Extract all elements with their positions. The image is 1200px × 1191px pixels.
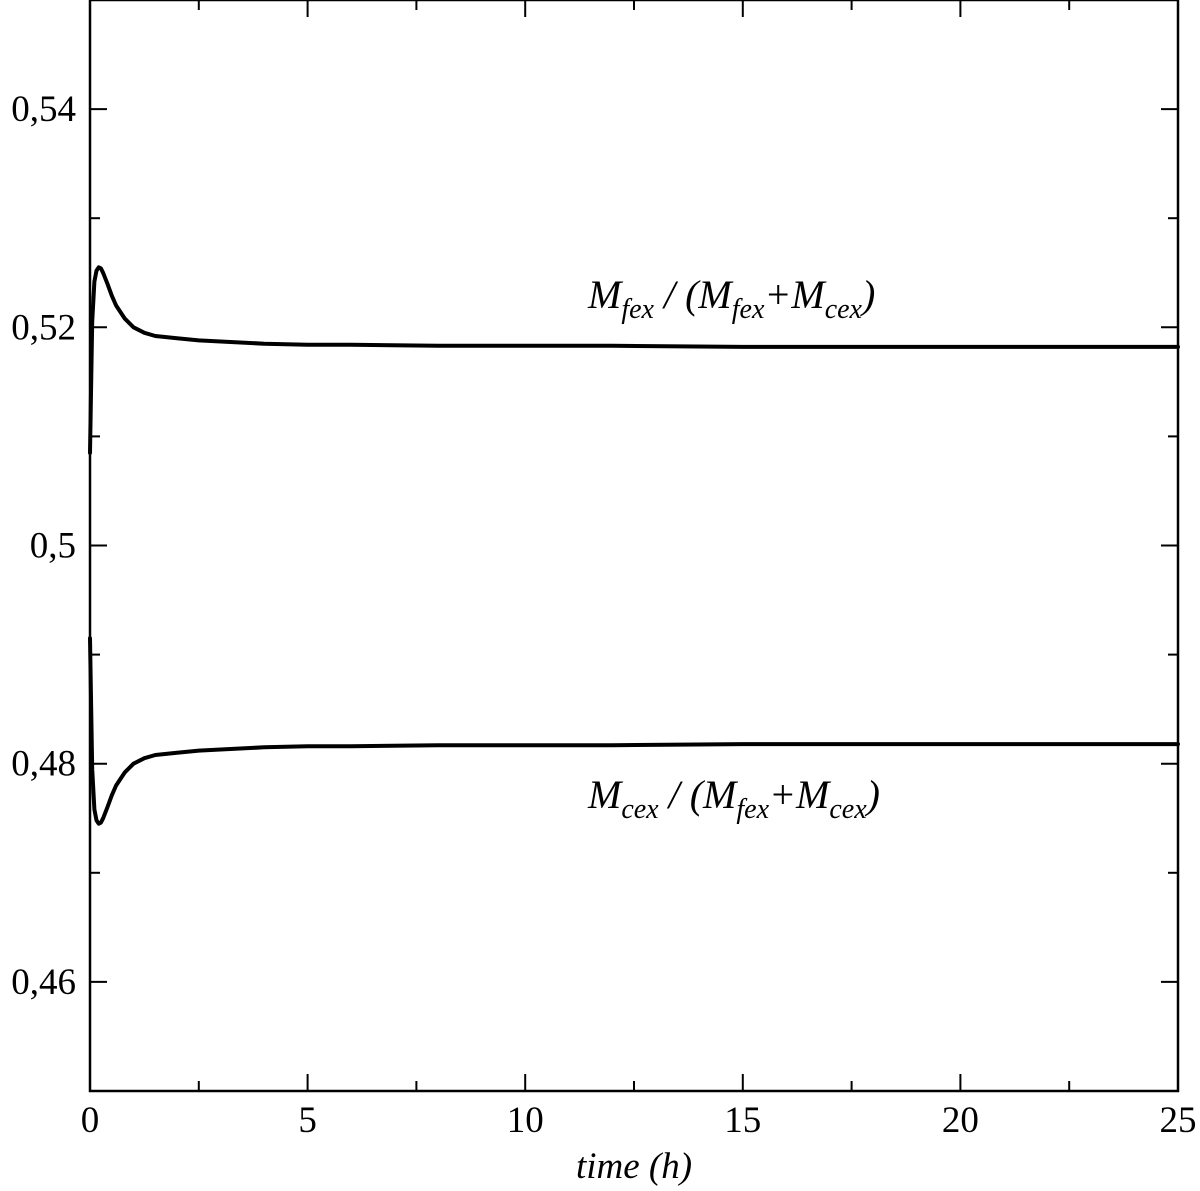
y-tick-label: 0,54	[11, 89, 76, 130]
series-line-2	[88, 636, 1180, 826]
axis-tick-labels: 0 5 10 15 20 25 0,46 0,48 0,5 0,52 0,54	[11, 89, 1196, 1141]
plot-frame	[88, 0, 1180, 1093]
x-tick-label: 5	[298, 1100, 317, 1141]
y-tick-label: 0,48	[11, 744, 76, 785]
series-annotation-2: Mcex / (Mfex+Mcex)	[587, 772, 880, 825]
x-tick-label: 15	[724, 1100, 761, 1141]
x-tick-label: 20	[942, 1100, 979, 1141]
series-annotations: Mfex / (Mfex+Mcex) Mcex / (Mfex+Mcex)	[587, 272, 880, 825]
y-tick-label: 0,46	[11, 962, 76, 1003]
x-tick-label: 0	[81, 1100, 100, 1141]
series-lines	[88, 265, 1180, 826]
axis-ticks	[89, 0, 1179, 1091]
y-tick-label: 0,5	[30, 526, 76, 567]
x-tick-label: 25	[1160, 1100, 1197, 1141]
series-line-1	[88, 265, 1180, 455]
x-tick-label: 10	[507, 1100, 544, 1141]
x-axis-label: time (h)	[576, 1146, 692, 1187]
y-tick-label: 0,52	[11, 307, 76, 348]
series-annotation-1: Mfex / (Mfex+Mcex)	[587, 272, 875, 325]
